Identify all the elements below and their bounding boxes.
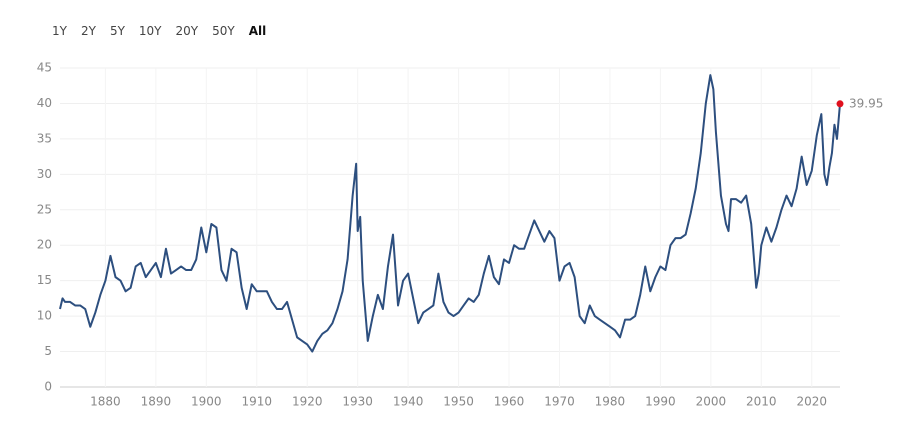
x-tick-label: 2020 — [796, 395, 827, 409]
x-tick-label: 1910 — [241, 395, 272, 409]
range-button[interactable]: 5Y — [109, 24, 125, 38]
y-tick-label: 5 — [44, 344, 52, 358]
range-button[interactable]: All — [248, 24, 267, 38]
y-tick-label: 30 — [37, 167, 52, 181]
value-label: 39.95 — [849, 96, 883, 110]
range-button[interactable]: 20Y — [175, 24, 199, 38]
x-tick-label: 1960 — [494, 395, 525, 409]
y-tick-label: 15 — [37, 273, 52, 287]
end-marker — [836, 100, 844, 108]
y-tick-label: 0 — [44, 380, 52, 394]
x-tick-label: 1900 — [191, 395, 222, 409]
y-tick-label: 20 — [37, 238, 52, 252]
y-tick-label: 40 — [37, 96, 52, 110]
x-tick-label: 1970 — [544, 395, 575, 409]
x-tick-label: 1890 — [141, 395, 172, 409]
range-selector: 1Y 2Y 5Y 10Y 20Y 50Y All — [52, 22, 280, 40]
x-tick-label: 1940 — [393, 395, 424, 409]
x-tick-label: 2000 — [696, 395, 727, 409]
range-button[interactable]: 10Y — [138, 24, 162, 38]
x-tick-label: 1980 — [595, 395, 626, 409]
x-tick-label: 1990 — [645, 395, 676, 409]
y-tick-label: 25 — [37, 202, 52, 216]
line — [59, 74, 841, 353]
y-tick-label: 35 — [37, 131, 52, 145]
x-tick-label: 1930 — [342, 395, 373, 409]
range-button[interactable]: 1Y — [52, 24, 67, 38]
x-tick-label: 2010 — [746, 395, 777, 409]
y-tick-label: 45 — [37, 61, 52, 75]
range-button[interactable]: 50Y — [212, 24, 235, 38]
x-tick-label: 1880 — [90, 395, 121, 409]
y-tick-label: 10 — [37, 309, 52, 323]
range-button[interactable]: 2Y — [80, 24, 96, 38]
x-tick-label: 1950 — [443, 395, 474, 409]
x-tick-label: 1920 — [292, 395, 323, 409]
